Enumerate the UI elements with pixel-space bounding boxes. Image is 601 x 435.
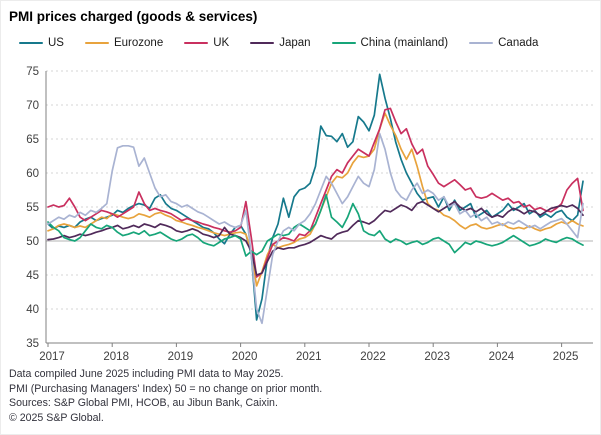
chart-title: PMI prices charged (goods & services)	[9, 9, 258, 24]
series-line-us	[47, 73, 584, 321]
x-tick-label: 2020	[232, 351, 258, 363]
x-tick-label: 2017	[39, 351, 65, 363]
y-tick-label: 35	[26, 338, 39, 350]
series-line-uk	[47, 107, 584, 278]
x-tick-label: 2023	[424, 351, 450, 363]
us-line-swatch	[19, 41, 43, 45]
legend-label: US	[48, 37, 64, 49]
series-line-japan	[47, 200, 584, 276]
footnote-copyright: © 2025 S&P Global.	[9, 411, 104, 424]
y-tick-label: 50	[26, 236, 39, 248]
chart-footnotes: Data compiled June 2025 including PMI da…	[9, 367, 322, 425]
legend-label: Japan	[279, 37, 311, 49]
legend-item-china: China (mainland)	[331, 37, 449, 49]
x-tick-label: 2019	[168, 351, 194, 363]
y-tick-label: 55	[26, 202, 39, 214]
legend-label: Eurozone	[113, 37, 164, 49]
legend-item-canada: Canada	[469, 37, 538, 49]
series-line-canada	[47, 132, 584, 325]
x-tick-label: 2018	[103, 351, 129, 363]
y-tick-label: 75	[26, 66, 39, 78]
legend-item-eurozone: Eurozone	[84, 37, 164, 49]
chart-legend: US Eurozone UK Japan China (mainland) Ca…	[19, 37, 538, 49]
legend-label: China (mainland)	[360, 37, 449, 49]
legend-label: UK	[213, 37, 230, 49]
legend-item-japan: Japan	[250, 37, 311, 49]
x-tick-label: 2022	[360, 351, 386, 363]
x-tick-label: 2024	[489, 351, 515, 363]
y-tick-label: 60	[26, 168, 39, 180]
legend-label: Canada	[498, 37, 539, 49]
china-line-swatch	[331, 41, 356, 45]
uk-line-swatch	[184, 41, 209, 45]
y-tick-label: 45	[26, 270, 39, 282]
eurozone-line-swatch	[84, 41, 109, 45]
legend-item-us: US	[19, 37, 64, 49]
y-tick-label: 40	[26, 304, 39, 316]
footnote-compiled: Data compiled June 2025 including PMI da…	[9, 368, 284, 380]
y-tick-label: 65	[26, 134, 39, 146]
x-tick-label: 2021	[296, 351, 322, 363]
footnote-sources: Sources: S&P Global PMI, HCOB, au Jibun …	[9, 397, 278, 410]
x-tick-label: 2025	[553, 351, 579, 363]
footnote-definition: PMI (Purchasing Managers' Index) 50 = no…	[9, 382, 323, 395]
legend-item-uk: UK	[184, 37, 229, 49]
japan-line-swatch	[250, 41, 275, 45]
y-tick-label: 70	[26, 100, 39, 112]
canada-line-swatch	[469, 41, 494, 45]
series-line-china-mainland	[47, 193, 584, 257]
